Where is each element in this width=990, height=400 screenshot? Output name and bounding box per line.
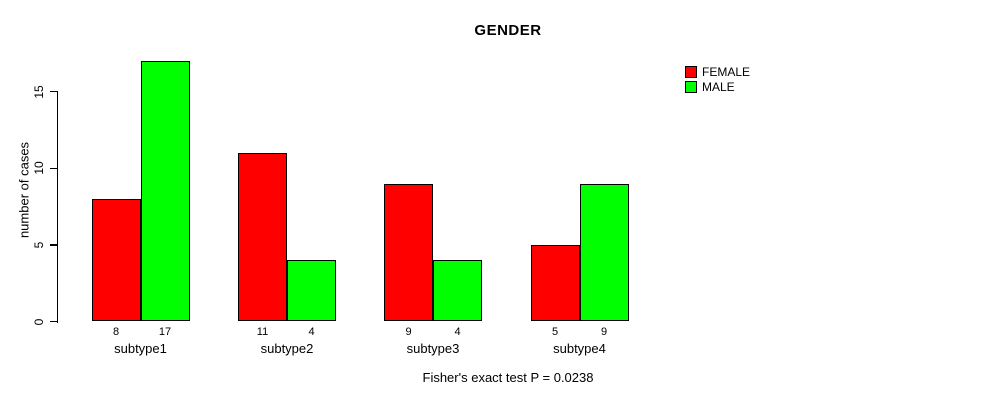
y-axis-tick-label: 10 xyxy=(32,161,46,175)
y-axis-tick-label: 5 xyxy=(32,241,46,249)
y-axis-tick xyxy=(50,167,58,169)
y-axis-title: number of cases xyxy=(16,141,32,239)
legend-swatch-male xyxy=(685,80,697,93)
bar-female-subtype4 xyxy=(530,244,580,322)
y-axis-tick xyxy=(50,90,58,93)
y-axis-tick-label: 0 xyxy=(32,318,46,325)
bar-value-label: 9 xyxy=(600,326,608,338)
bar-male-subtype4 xyxy=(579,183,629,322)
bar-female-subtype3 xyxy=(384,183,433,322)
y-axis-tick-label: 15 xyxy=(32,84,46,99)
legend-swatch-female xyxy=(685,65,697,78)
bar-value-label: 8 xyxy=(112,326,120,338)
legend-label-male: MALE xyxy=(702,79,735,94)
x-category-label-subtype1: subtype1 xyxy=(114,341,167,356)
bar-value-label: 9 xyxy=(405,326,412,338)
bar-value-label: 5 xyxy=(551,326,559,338)
legend-item-male: MALE xyxy=(685,79,750,94)
bar-male-subtype2 xyxy=(287,260,336,322)
bar-female-subtype1 xyxy=(91,198,141,322)
bar-male-subtype3 xyxy=(433,260,482,322)
legend-label-female: FEMALE xyxy=(702,64,751,79)
bar-value-label: 4 xyxy=(308,326,315,338)
legend-item-female: FEMALE xyxy=(685,64,750,79)
y-axis-tick xyxy=(50,244,58,246)
bar-value-label: 4 xyxy=(454,326,461,338)
y-axis-line xyxy=(56,90,58,323)
y-axis-tick xyxy=(50,320,58,323)
legend: FEMALE MALE xyxy=(685,64,750,94)
bar-value-label: 11 xyxy=(256,326,269,338)
bar-male-subtype1 xyxy=(140,60,190,322)
x-category-label-subtype2: subtype2 xyxy=(260,341,314,356)
chart-caption: Fisher's exact test P = 0.0238 xyxy=(422,370,594,385)
x-category-label-subtype3: subtype3 xyxy=(406,341,460,356)
chart-title: GENDER xyxy=(474,22,542,39)
bar-value-label: 17 xyxy=(158,326,172,338)
x-category-label-subtype4: subtype4 xyxy=(553,341,606,356)
bar-female-subtype2 xyxy=(238,152,287,322)
